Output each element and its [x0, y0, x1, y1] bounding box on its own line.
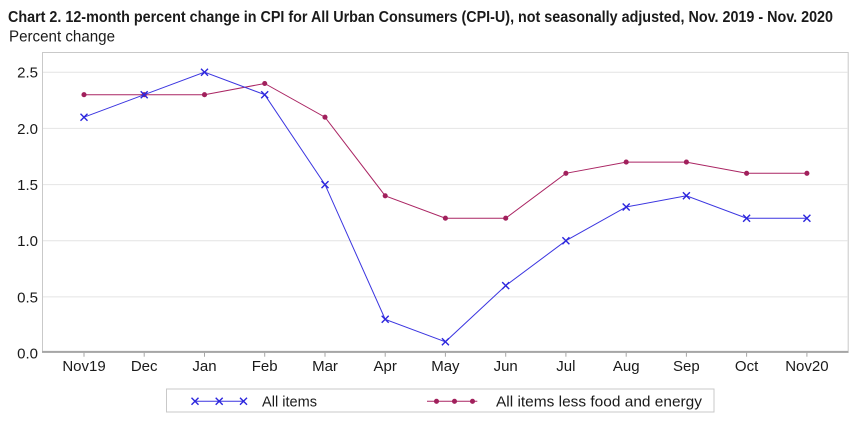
svg-text:Oct: Oct	[735, 358, 759, 375]
svg-text:Mar: Mar	[312, 358, 338, 375]
svg-text:Chart 2. 12-month percent chan: Chart 2. 12-month percent change in CPI …	[8, 9, 833, 26]
svg-text:Aug: Aug	[613, 358, 640, 375]
svg-text:1.5: 1.5	[17, 177, 38, 194]
svg-text:Apr: Apr	[374, 358, 397, 375]
svg-text:2.0: 2.0	[17, 121, 38, 138]
svg-text:Percent change: Percent change	[9, 29, 115, 46]
svg-text:2.5: 2.5	[17, 65, 38, 82]
svg-text:May: May	[431, 358, 460, 375]
svg-text:Sep: Sep	[673, 358, 700, 375]
svg-text:All items less food and energy: All items less food and energy	[496, 394, 703, 411]
svg-text:0.5: 0.5	[17, 289, 38, 306]
svg-text:Jan: Jan	[192, 358, 216, 375]
svg-text:1.0: 1.0	[17, 233, 38, 250]
svg-text:Nov20: Nov20	[785, 358, 828, 375]
svg-text:Dec: Dec	[131, 358, 158, 375]
svg-text:Jul: Jul	[556, 358, 575, 375]
svg-text:Jun: Jun	[494, 358, 518, 375]
svg-text:Nov19: Nov19	[62, 358, 105, 375]
svg-text:Feb: Feb	[252, 358, 278, 375]
svg-text:0.0: 0.0	[17, 345, 38, 362]
svg-text:All items: All items	[262, 394, 317, 411]
